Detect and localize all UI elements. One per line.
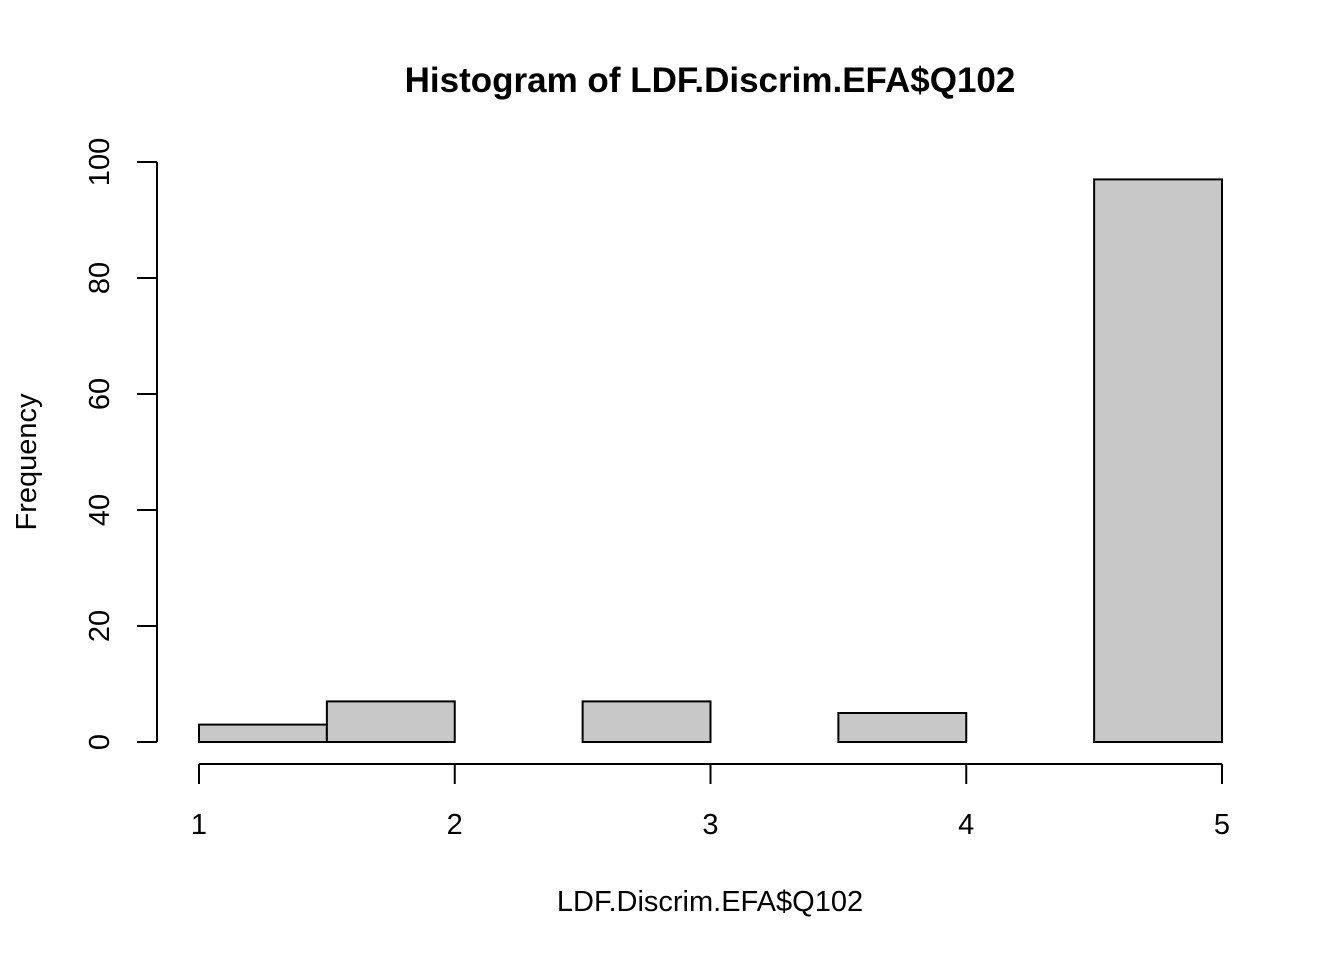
- y-tick-label: 100: [84, 138, 116, 186]
- y-axis: 0 20 40 60 80 100: [84, 138, 158, 750]
- histogram-bar-4: [581, 700, 712, 744]
- y-tick-label: 0: [84, 734, 116, 750]
- y-axis-label: Frequency: [11, 393, 43, 531]
- histogram-bar-1: [198, 723, 328, 743]
- x-tick-label: 4: [958, 809, 974, 841]
- y-tick-label: 40: [84, 494, 116, 526]
- histogram-bar-6: [837, 712, 968, 743]
- x-tick-label: 1: [191, 809, 207, 841]
- x-tick-label: 5: [1214, 809, 1230, 841]
- x-tick-label: 2: [447, 809, 463, 841]
- x-axis: 1 2 3 4 5: [191, 763, 1230, 841]
- y-tick-label: 80: [84, 262, 116, 294]
- histogram-bar-8: [1093, 178, 1223, 743]
- y-tick-label: 60: [84, 378, 116, 410]
- histogram-bar-2: [325, 700, 456, 744]
- chart-title: Histogram of LDF.Discrim.EFA$Q102: [405, 61, 1016, 100]
- y-tick-label: 20: [84, 610, 116, 642]
- bars-layer: [198, 178, 1223, 744]
- x-axis-label: LDF.Discrim.EFA$Q102: [557, 886, 863, 918]
- x-tick-label: 3: [702, 809, 718, 841]
